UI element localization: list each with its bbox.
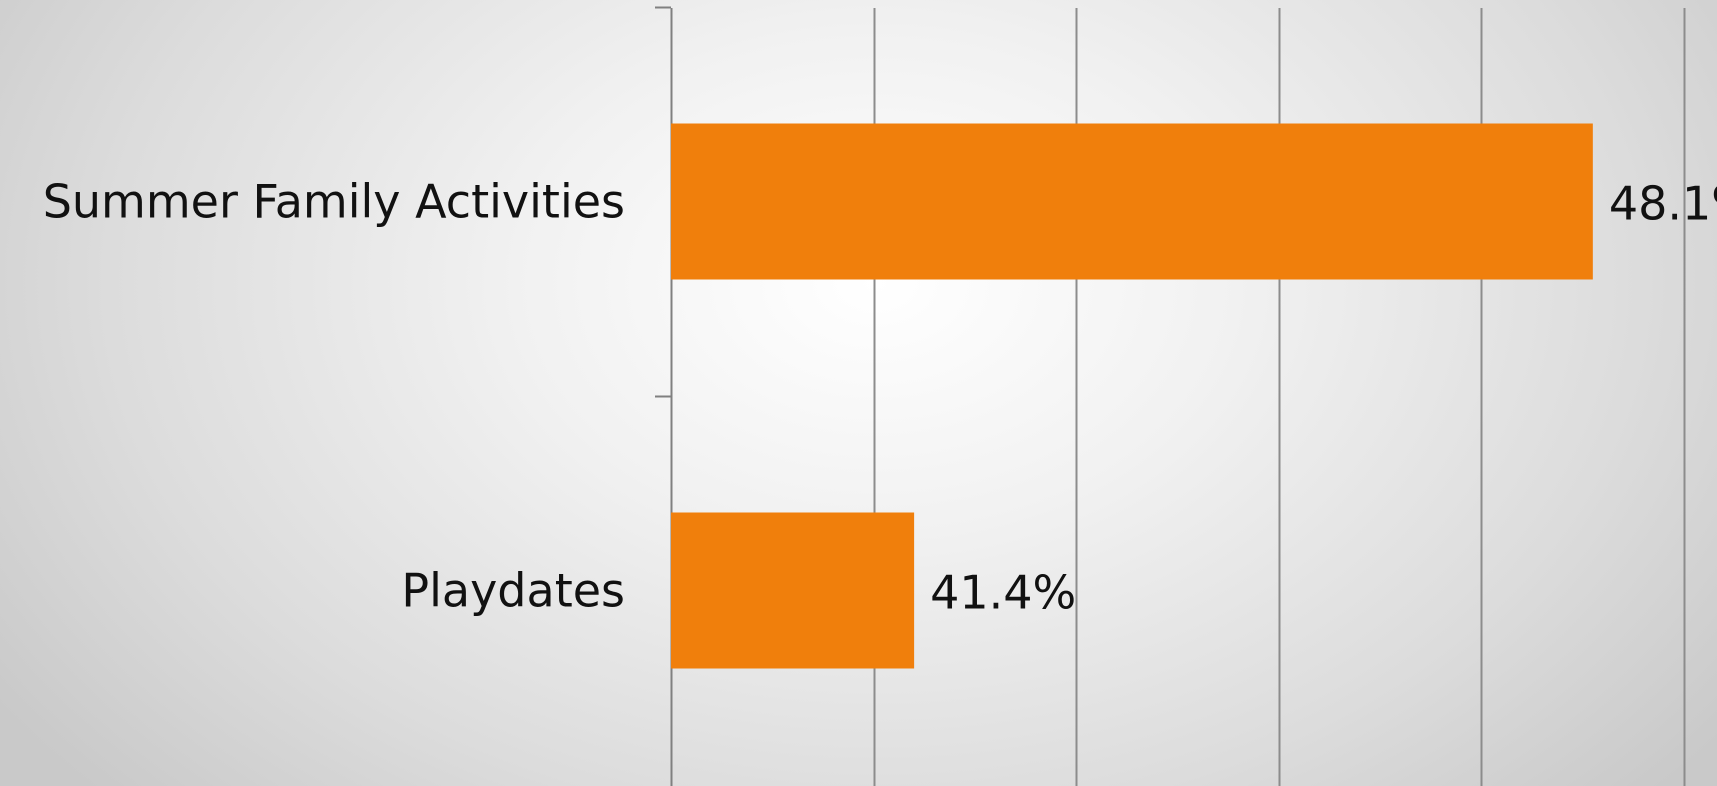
data-label: 48.1% [1609,177,1717,231]
category-label: Summer Family Activities [43,175,625,229]
bar [671,512,915,669]
bar [671,123,1593,280]
bars [671,123,1593,669]
data-label: 41.4% [930,566,1076,620]
category-axis [655,6,671,398]
category-label: Playdates [401,564,625,618]
labels: Summer Family Activities 48.1% Playdates 41… [43,175,1717,620]
